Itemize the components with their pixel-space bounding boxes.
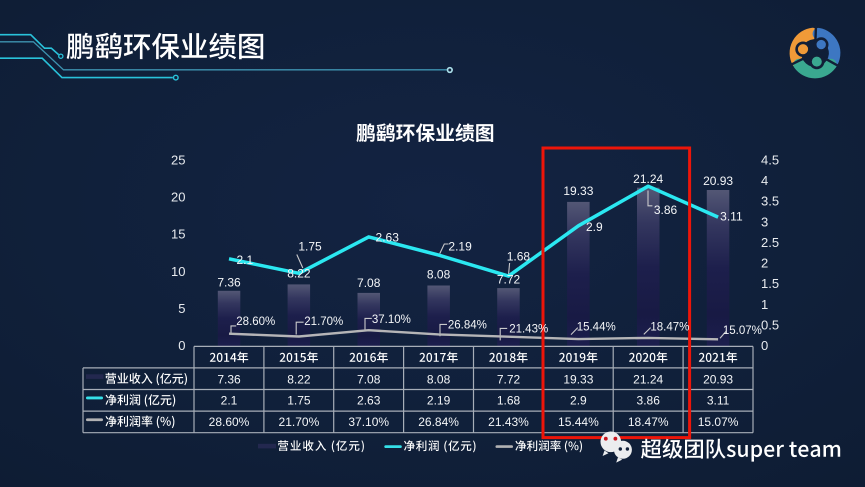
svg-text:28.60%: 28.60% — [236, 316, 275, 328]
svg-text:19.33: 19.33 — [563, 184, 593, 198]
svg-text:1.5: 1.5 — [761, 276, 779, 291]
svg-text:0: 0 — [761, 338, 768, 353]
svg-text:21.43%: 21.43% — [488, 415, 529, 429]
svg-text:8.22: 8.22 — [287, 372, 311, 386]
svg-text:15.44%: 15.44% — [577, 322, 616, 334]
svg-text:10: 10 — [171, 264, 185, 279]
svg-text:8.08: 8.08 — [427, 267, 451, 281]
svg-text:7.08: 7.08 — [357, 372, 381, 386]
svg-text:3.5: 3.5 — [761, 194, 779, 209]
svg-text:2.5: 2.5 — [761, 235, 779, 250]
svg-text:1: 1 — [761, 297, 768, 312]
svg-text:5: 5 — [178, 301, 185, 316]
svg-text:19.33: 19.33 — [563, 372, 593, 386]
svg-text:2.19: 2.19 — [427, 394, 451, 408]
svg-text:2.1: 2.1 — [221, 394, 238, 408]
svg-text:1.68: 1.68 — [507, 250, 531, 264]
svg-text:3.86: 3.86 — [654, 203, 678, 217]
svg-text:2.1: 2.1 — [236, 253, 253, 267]
svg-text:26.84%: 26.84% — [448, 320, 487, 332]
svg-text:18.47%: 18.47% — [628, 415, 669, 429]
svg-text:37.10%: 37.10% — [372, 314, 411, 326]
svg-text:20.93: 20.93 — [703, 372, 733, 386]
svg-text:0.5: 0.5 — [761, 318, 779, 333]
svg-text:0: 0 — [178, 338, 185, 353]
svg-text:3: 3 — [761, 214, 768, 229]
svg-text:4.5: 4.5 — [761, 152, 779, 167]
svg-text:7.36: 7.36 — [217, 372, 241, 386]
svg-text:20: 20 — [171, 190, 185, 205]
svg-text:2.9: 2.9 — [586, 220, 603, 234]
svg-text:21.43%: 21.43% — [509, 324, 548, 336]
svg-text:18.47%: 18.47% — [650, 322, 689, 334]
svg-text:21.70%: 21.70% — [304, 316, 343, 328]
svg-text:2.9: 2.9 — [570, 394, 587, 408]
svg-text:37.10%: 37.10% — [348, 415, 389, 429]
svg-text:15: 15 — [171, 227, 185, 242]
svg-text:21.24: 21.24 — [633, 172, 663, 186]
svg-text:28.60%: 28.60% — [209, 415, 250, 429]
svg-text:20.93: 20.93 — [703, 174, 733, 188]
svg-text:1.75: 1.75 — [298, 239, 322, 253]
svg-text:15.07%: 15.07% — [698, 415, 739, 429]
svg-text:7.08: 7.08 — [357, 276, 381, 290]
svg-text:2.19: 2.19 — [448, 239, 472, 253]
svg-text:21.24: 21.24 — [633, 372, 663, 386]
svg-text:26.84%: 26.84% — [418, 415, 459, 429]
svg-text:3.11: 3.11 — [720, 210, 743, 224]
svg-text:1.75: 1.75 — [287, 394, 311, 408]
svg-text:3.11: 3.11 — [707, 394, 730, 408]
svg-text:21.70%: 21.70% — [279, 415, 320, 429]
svg-text:7.72: 7.72 — [497, 372, 521, 386]
svg-text:25: 25 — [171, 152, 185, 167]
svg-text:1.68: 1.68 — [497, 394, 521, 408]
svg-text:4: 4 — [761, 173, 768, 188]
svg-text:7.36: 7.36 — [217, 275, 241, 289]
svg-text:15.07%: 15.07% — [723, 325, 762, 337]
svg-text:2.63: 2.63 — [357, 394, 381, 408]
svg-text:7.72: 7.72 — [497, 273, 521, 287]
svg-text:2.63: 2.63 — [376, 231, 400, 245]
svg-text:3.86: 3.86 — [637, 394, 661, 408]
svg-text:15.44%: 15.44% — [558, 415, 599, 429]
svg-text:2: 2 — [761, 256, 768, 271]
svg-text:8.22: 8.22 — [287, 266, 311, 280]
svg-text:8.08: 8.08 — [427, 372, 451, 386]
